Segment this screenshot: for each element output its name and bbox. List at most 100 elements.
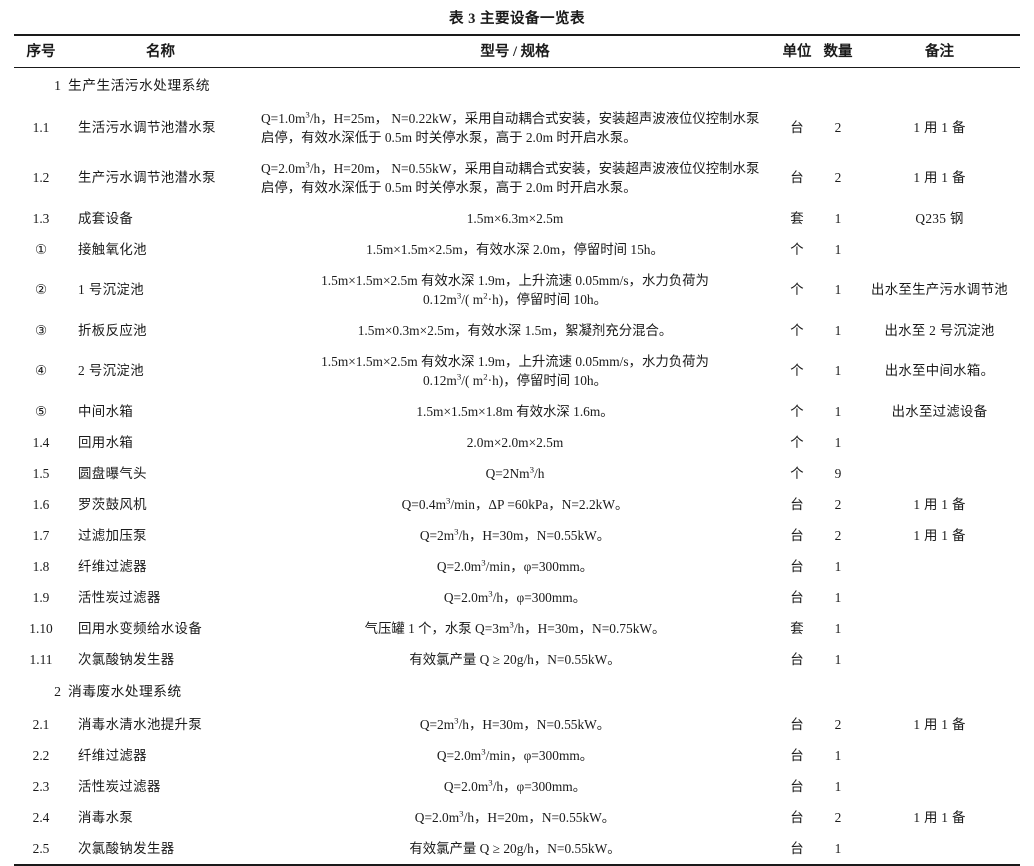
column-header-name: 名称 bbox=[68, 34, 253, 68]
cell-name: 次氯酸钠发生器 bbox=[78, 840, 175, 856]
cell-unit: 台 bbox=[790, 120, 804, 136]
cell-spec: Q=2.0m3/min，φ=300mm。 bbox=[436, 746, 594, 763]
cell-unit: 台 bbox=[790, 809, 804, 825]
table-row: 1.9 活性炭过滤器 Q=2.0m3/h，φ=300mm。 台 1 bbox=[14, 582, 1020, 613]
cell-qty: 1 bbox=[834, 241, 842, 257]
table-row: 2.2 纤维过滤器 Q=2.0m3/min，φ=300mm。 台 1 bbox=[14, 740, 1020, 771]
cell-remark: 1 用 1 备 bbox=[913, 528, 966, 544]
cell-spec: 1.5m×0.3m×2.5m，有效水深 1.5m，絮凝剂充分混合。 bbox=[357, 322, 673, 338]
table-row: 1.5 圆盘曝气头 Q=2Nm3/h 个 9 bbox=[14, 458, 1020, 489]
cell-remark: 1 用 1 备 bbox=[913, 120, 966, 136]
table-group-row: 2 消毒废水处理系统 bbox=[14, 675, 1020, 709]
cell-remark: 出水至过滤设备 bbox=[891, 403, 988, 419]
cell-no: 1.10 bbox=[29, 621, 53, 637]
cell-unit: 个 bbox=[790, 282, 804, 298]
table-row: 2.4 消毒水泵 Q=2.0m3/h，H=20m，N=0.55kW。 台 2 1 用 1 … bbox=[14, 802, 1020, 833]
cell-name: 生活污水调节池潜水泵 bbox=[78, 120, 216, 136]
cell-no: 2 bbox=[54, 684, 61, 700]
cell-remark bbox=[859, 234, 1020, 265]
cell-no: ④ bbox=[34, 363, 47, 379]
table-row: 1.8 纤维过滤器 Q=2.0m3/min，φ=300mm。 台 1 bbox=[14, 551, 1020, 582]
table-caption: 表 3 主要设备一览表 bbox=[449, 11, 585, 27]
cell-remark bbox=[859, 427, 1020, 458]
table-row: 1.10 回用水变频给水设备 气压罐 1 个，水泵 Q=3m3/h，H=30m，N=… bbox=[14, 613, 1020, 644]
table-row: 1.11 次氯酸钠发生器 有效氯产量 Q ≥ 20g/h，N=0.55kW。 台 1 bbox=[14, 644, 1020, 675]
header-row: 序号 名称 型号 / 规格 单位 数量 备注 bbox=[14, 34, 1020, 68]
table-row: 1.4 回用水箱 2.0m×2.0m×2.5m 个 1 bbox=[14, 427, 1020, 458]
cell-remark: 出水至生产污水调节池 bbox=[871, 282, 1008, 298]
cell-spec: Q=2m3/h，H=30m，N=0.55kW。 bbox=[419, 715, 611, 732]
column-header-qty: 数量 bbox=[817, 34, 859, 68]
cell-remark bbox=[859, 740, 1020, 771]
cell-unit: 个 bbox=[790, 363, 804, 379]
cell-name: 消毒废水处理系统 bbox=[68, 684, 182, 700]
cell-qty: 1 bbox=[834, 652, 842, 668]
cell-qty: 1 bbox=[834, 210, 842, 226]
cell-qty: 1 bbox=[834, 363, 842, 379]
cell-unit: 台 bbox=[790, 170, 804, 186]
document-page: 表 3 主要设备一览表 序号 名称 型号 / 规格 单位 数量 备注 1 生产生活… bbox=[14, 11, 1020, 866]
cell-name: 活性炭过滤器 bbox=[78, 590, 161, 606]
cell-remark bbox=[859, 582, 1020, 613]
cell-unit: 台 bbox=[790, 716, 804, 732]
cell-qty: 1 bbox=[834, 322, 842, 338]
cell-spec: 气压罐 1 个，水泵 Q=3m3/h，H=30m，N=0.75kW。 bbox=[364, 619, 666, 637]
cell-spec: Q=1.0m3/h，H=25m， N=0.22kW，采用自动耦合式安装，安装超声… bbox=[261, 109, 760, 145]
cell-spec bbox=[253, 68, 777, 103]
cell-no: 1.3 bbox=[32, 210, 50, 226]
table-row: ② 1 号沉淀池 1.5m×1.5m×2.5m 有效水深 1.9m，上升流速 0.0… bbox=[14, 265, 1020, 315]
cell-unit: 台 bbox=[790, 559, 804, 575]
cell-qty: 1 bbox=[834, 778, 842, 794]
cell-unit: 个 bbox=[790, 322, 804, 338]
cell-name: 纤维过滤器 bbox=[78, 747, 147, 763]
cell-remark: 1 用 1 备 bbox=[913, 716, 966, 732]
cell-unit bbox=[777, 675, 817, 709]
cell-unit: 台 bbox=[790, 590, 804, 606]
cell-no: 1.1 bbox=[32, 120, 50, 136]
cell-remark bbox=[859, 644, 1020, 675]
cell-spec: 有效氯产量 Q ≥ 20g/h，N=0.55kW。 bbox=[409, 840, 621, 856]
cell-qty: 2 bbox=[834, 809, 842, 825]
cell-no: 1 bbox=[54, 78, 61, 93]
cell-unit: 台 bbox=[790, 652, 804, 668]
table-row: 2.5 次氯酸钠发生器 有效氯产量 Q ≥ 20g/h，N=0.55kW。 台 1 bbox=[14, 833, 1020, 864]
cell-unit: 台 bbox=[790, 747, 804, 763]
cell-spec: Q=2m3/h，H=30m，N=0.55kW。 bbox=[419, 526, 611, 544]
cell-no: 1.7 bbox=[32, 528, 50, 544]
cell-remark bbox=[859, 551, 1020, 582]
cell-qty: 2 bbox=[834, 716, 842, 732]
cell-no: 1.9 bbox=[32, 590, 50, 606]
cell-no: ② bbox=[34, 282, 47, 298]
cell-qty: 9 bbox=[834, 465, 842, 481]
cell-spec: 1.5m×1.5m×2.5m 有效水深 1.9m，上升流速 0.05mm/s，水… bbox=[321, 353, 709, 388]
table-row: 1.3 成套设备 1.5m×6.3m×2.5m 套 1 Q235 钢 bbox=[14, 203, 1020, 234]
table-row: 1.6 罗茨鼓风机 Q=0.4m3/min，ΔP =60kPa，N=2.2kW。 台 2… bbox=[14, 489, 1020, 520]
cell-no: ① bbox=[34, 241, 47, 257]
cell-name: 次氯酸钠发生器 bbox=[78, 652, 175, 668]
cell-unit: 台 bbox=[790, 840, 804, 856]
cell-remark: 1 用 1 备 bbox=[913, 809, 966, 825]
cell-spec: 1.5m×1.5m×2.5m 有效水深 1.9m，上升流速 0.05mm/s，水… bbox=[321, 272, 709, 307]
cell-no: 1.6 bbox=[32, 497, 50, 513]
cell-spec bbox=[253, 675, 777, 709]
column-header-no: 序号 bbox=[14, 34, 68, 68]
cell-spec: Q=2.0m3/h，φ=300mm。 bbox=[443, 777, 587, 794]
cell-name: 2 号沉淀池 bbox=[78, 363, 145, 379]
cell-unit: 套 bbox=[790, 210, 804, 226]
cell-name: 过滤加压泵 bbox=[78, 528, 147, 544]
cell-spec: Q=2.0m3/h，H=20m，N=0.55kW。 bbox=[414, 808, 616, 825]
cell-qty: 2 bbox=[834, 528, 842, 544]
cell-qty: 1 bbox=[834, 621, 842, 637]
cell-unit: 个 bbox=[790, 465, 804, 481]
column-header-unit: 单位 bbox=[777, 34, 817, 68]
equipment-table: 序号 名称 型号 / 规格 单位 数量 备注 1 生产生活污水处理系统 1.1 生活污… bbox=[14, 34, 1020, 864]
cell-name: 1 号沉淀池 bbox=[78, 282, 145, 298]
cell-name: 生产生活污水处理系统 bbox=[68, 78, 210, 93]
cell-no: ⑤ bbox=[34, 403, 47, 419]
cell-no: 1.4 bbox=[32, 434, 50, 450]
cell-no: ③ bbox=[34, 322, 47, 338]
cell-remark bbox=[859, 833, 1020, 864]
cell-spec: Q=0.4m3/min，ΔP =60kPa，N=2.2kW。 bbox=[401, 495, 629, 513]
cell-name: 回用水箱 bbox=[78, 434, 134, 450]
cell-no: 1.5 bbox=[32, 465, 50, 481]
